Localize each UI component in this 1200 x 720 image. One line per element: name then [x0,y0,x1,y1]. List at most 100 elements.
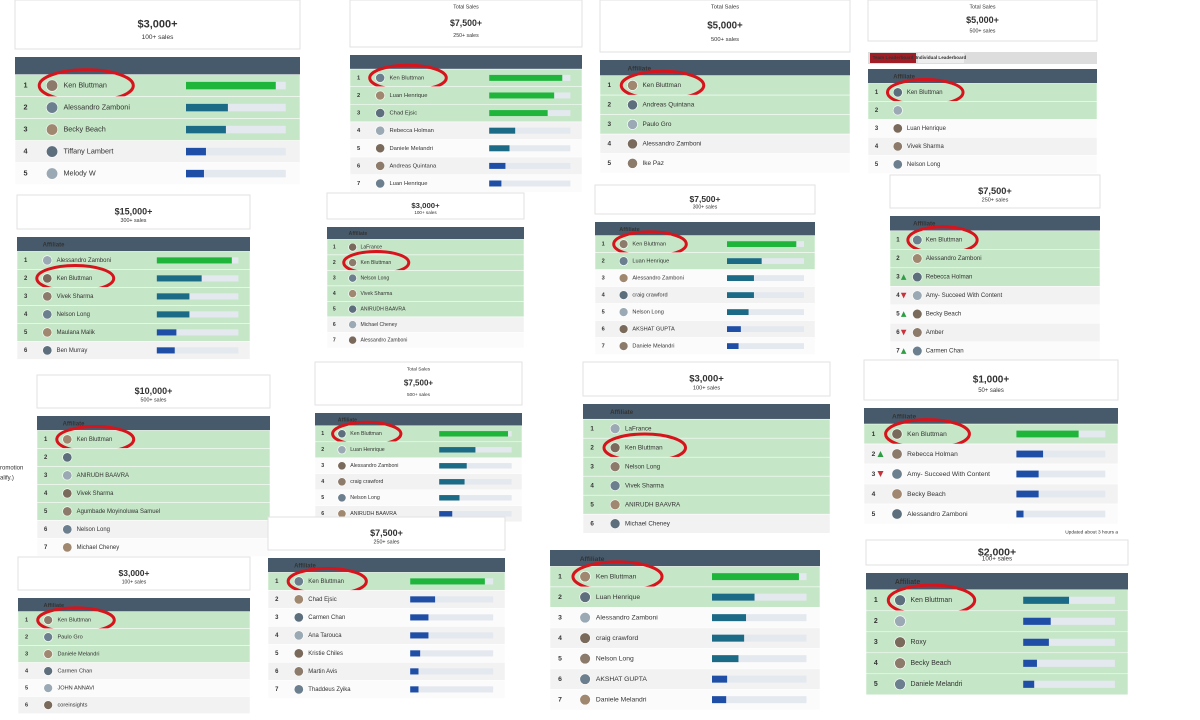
rank: 3 [896,274,900,281]
avatar [348,289,357,298]
affiliate-name: Ken Bluttman [63,81,107,90]
rank: 5 [25,686,28,692]
avatar [894,657,906,670]
avatar [627,118,638,130]
rank: 2 [25,635,28,641]
rank: 2 [590,444,594,451]
rank: 2 [872,451,876,458]
affiliate-name: Luan Henrique [350,447,385,453]
affiliate-name: Kristie Chiles [308,651,343,657]
avatar [62,488,73,499]
progress-track [186,103,286,112]
affiliate-name: Alessandro Zamboni [632,276,683,282]
progress-track [727,326,804,332]
progress-bar [712,614,747,622]
progress-bar [727,275,754,281]
column-header: Affiliate [43,242,65,248]
affiliate-name: Alessandro Zamboni [63,103,130,112]
progress-bar [1023,596,1070,604]
progress-track [712,696,807,704]
row [865,673,1129,696]
avatar [42,273,53,284]
affiliate-name: Ken Bluttman [57,276,93,282]
affiliate-name: Becky Beach [911,660,952,667]
progress-track [712,675,807,683]
avatar [337,461,347,471]
amount: $10,000+ [135,386,173,396]
rank: 4 [357,128,361,134]
avatar [46,167,59,180]
avatar [618,341,629,351]
column-header: Affiliate [338,417,357,423]
progress-bar [489,74,563,81]
progress-track [1023,638,1115,646]
rank: 3 [602,276,605,282]
affiliate-name: Luan Henrique [389,93,427,99]
progress-bar [727,258,762,264]
affiliate-name: Carmen Chan [57,669,92,675]
amount: $7,500+ [404,379,433,388]
sales-count: 500+ sales [141,397,167,403]
avatar [627,138,638,150]
progress-bar [156,257,232,264]
progress-bar [410,596,436,603]
column-header: Affiliate [619,227,640,233]
affiliate-name: AKSHAT GUPTA [596,676,648,683]
rank: 4 [608,141,612,148]
rank: 3 [44,473,48,479]
avatar [43,649,53,659]
affiliate-name: LaFrance [360,244,382,250]
avatar [627,157,638,169]
rank: 1 [24,81,28,90]
rank: 2 [874,618,878,625]
avatar [62,542,73,553]
rank: 3 [275,615,279,621]
progress-bar [489,92,555,99]
progress-track [712,655,807,663]
affiliate-name: Amber [926,329,944,336]
rank: 4 [872,491,876,498]
avatar [618,307,629,317]
amount: $3,000+ [411,201,440,210]
avatar [42,255,53,266]
progress-bar [439,431,509,437]
avatar [62,470,73,481]
rank: 4 [321,479,324,485]
table-header [583,404,830,420]
avatar [337,429,347,439]
column-header: Affiliate [892,414,917,421]
avatar [892,87,903,98]
row [16,341,251,360]
tab[interactable] [870,53,916,63]
amount: $15,000+ [115,206,153,216]
amount: $7,500+ [370,528,403,538]
tab[interactable] [918,53,964,63]
rank: 4 [558,635,562,642]
avatar [375,108,386,118]
rank: 4 [25,669,29,675]
progress-bar [1023,617,1051,625]
affiliate-name: Ken Bluttman [77,437,113,443]
rank: 1 [24,258,28,264]
affiliate-name: Thaddeus Zyika [308,687,351,693]
progress-bar [1023,638,1049,646]
affiliate-name: Roxy [911,639,927,646]
avatar [375,161,386,171]
affiliate-name: Amy- Succeed With Content [907,471,990,478]
progress-bar [439,479,465,485]
summary-box [867,0,1098,42]
affiliate-name: Vivek Sharma [360,291,392,297]
rank: 6 [25,703,28,709]
rank: 7 [357,181,360,187]
row [599,153,851,174]
avatar [609,423,621,434]
progress-bar [727,309,749,315]
avatar [42,345,53,356]
avatar [293,594,304,605]
progress-bar [410,632,429,639]
avatar [348,320,357,329]
affiliate-name: Chad Ejsic [389,111,417,117]
affiliate-name: Vivek Sharma [907,144,945,150]
rank: 2 [44,455,48,461]
affiliate-name: Becky Beach [907,491,946,498]
